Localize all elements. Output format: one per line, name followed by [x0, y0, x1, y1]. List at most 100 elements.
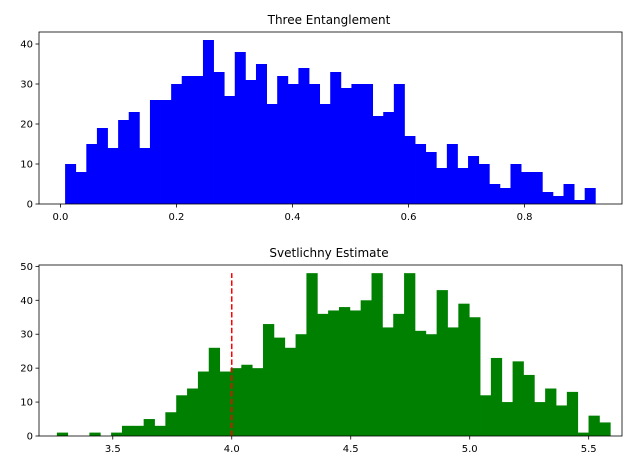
histogram-bar [545, 388, 557, 436]
histogram-bar [446, 144, 458, 204]
histogram-bar [371, 273, 383, 436]
x-tick-label: 0.4 [285, 212, 301, 223]
histogram-bars [65, 40, 596, 204]
y-tick-label: 40 [20, 40, 33, 51]
histogram-bar [328, 310, 340, 436]
histogram-bar [447, 327, 459, 436]
histogram-bar [534, 402, 546, 436]
x-tick-label: 3.5 [105, 444, 121, 455]
histogram-bar [187, 388, 199, 436]
histogram-bar [118, 120, 130, 204]
histogram-bar [469, 317, 481, 436]
histogram-bar [577, 432, 589, 436]
histogram-bar [121, 425, 134, 436]
histogram-bar [219, 371, 231, 436]
histogram-bar [478, 164, 490, 204]
histogram-bar [588, 415, 600, 436]
histogram-bar [165, 412, 177, 436]
histogram-bar [160, 100, 172, 204]
histogram-bar [284, 347, 296, 436]
histogram-bar [584, 188, 596, 204]
histogram-bar [555, 405, 568, 436]
histogram-bar [128, 112, 140, 204]
histogram-bar [490, 357, 503, 436]
histogram-bar [383, 112, 395, 204]
histogram-bar [393, 84, 405, 204]
x-tick-label: 4.0 [224, 444, 240, 455]
histogram-bar [89, 432, 101, 436]
histogram-bar [362, 84, 374, 204]
histogram-bar [266, 104, 278, 204]
histogram-bars [56, 273, 611, 436]
histogram-bar [340, 88, 352, 204]
histogram-bar [309, 84, 320, 204]
histogram-bar [425, 334, 438, 436]
histogram-bar [531, 172, 543, 204]
histogram-bar [295, 334, 307, 436]
histogram-bar [510, 164, 522, 204]
histogram-bar [287, 84, 299, 204]
y-tick-label: 10 [20, 160, 33, 171]
histogram-bar [306, 273, 318, 436]
y-tick-label: 0 [27, 432, 33, 443]
histogram-bar [436, 290, 448, 436]
x-tick-label: 4.5 [343, 444, 359, 455]
histogram-bar [523, 374, 535, 436]
histogram-bar [176, 395, 188, 436]
x-tick-label: 0.6 [401, 212, 417, 223]
x-tick-label: 0.2 [169, 212, 185, 223]
histogram-bar [330, 72, 342, 204]
x-tick-label: 5.5 [581, 444, 597, 455]
histogram-bar [192, 76, 204, 204]
y-tick-label: 10 [20, 398, 33, 409]
histogram-bar [154, 425, 166, 436]
histogram-bar [213, 72, 225, 204]
chart-title: Three Entanglement [267, 13, 391, 27]
chart-title: Svetlichny Estimate [269, 246, 388, 260]
histogram-bar [132, 425, 145, 436]
y-tick-label: 40 [20, 296, 33, 307]
y-tick-label: 20 [20, 120, 33, 131]
plot-frame [38, 264, 623, 437]
histogram-bar [404, 136, 416, 204]
histogram-bar [566, 391, 579, 436]
y-tick-label: 50 [20, 262, 33, 273]
chart-svetlichny-estimate: Svetlichny Estimate 3.5 4.0 4.5 5.0 5.5 0 10 2… [20, 246, 623, 455]
histogram-bar [599, 422, 611, 436]
histogram-bar [393, 313, 405, 436]
histogram-bar [574, 200, 586, 204]
x-tick-label: 0.0 [53, 212, 69, 223]
histogram-bar [436, 168, 448, 204]
histogram-bar [139, 148, 151, 204]
y-tick-label: 20 [20, 364, 33, 375]
histogram-bar [542, 192, 554, 204]
histogram-bar [224, 96, 236, 204]
histogram-bar [197, 371, 210, 436]
histogram-bar [499, 188, 511, 204]
x-axis: 3.5 4.0 4.5 5.0 5.5 [105, 436, 597, 455]
histogram-bar [317, 313, 329, 436]
y-axis: 0 10 20 30 40 [20, 40, 39, 211]
histogram-bar [208, 347, 221, 436]
histogram-bar [252, 368, 264, 436]
histogram-bar [202, 40, 214, 204]
histogram-bar [489, 184, 501, 204]
histogram-bar [521, 172, 533, 204]
histogram-bar [458, 303, 470, 436]
y-tick-label: 30 [20, 330, 33, 341]
histogram-bar [273, 337, 286, 436]
histogram-bar [96, 128, 108, 204]
x-tick-label: 0.8 [517, 212, 533, 223]
histogram-bar [149, 100, 161, 204]
histogram-bar [143, 419, 155, 436]
histogram-bar [230, 368, 242, 436]
histogram-bar [86, 144, 98, 204]
histogram-bar [414, 330, 427, 436]
histogram-bar [512, 361, 524, 436]
histogram-bar [277, 76, 289, 204]
histogram-bar [552, 196, 564, 204]
histogram-bar [468, 156, 480, 204]
histogram-bar [404, 273, 416, 436]
y-tick-label: 0 [27, 200, 33, 211]
